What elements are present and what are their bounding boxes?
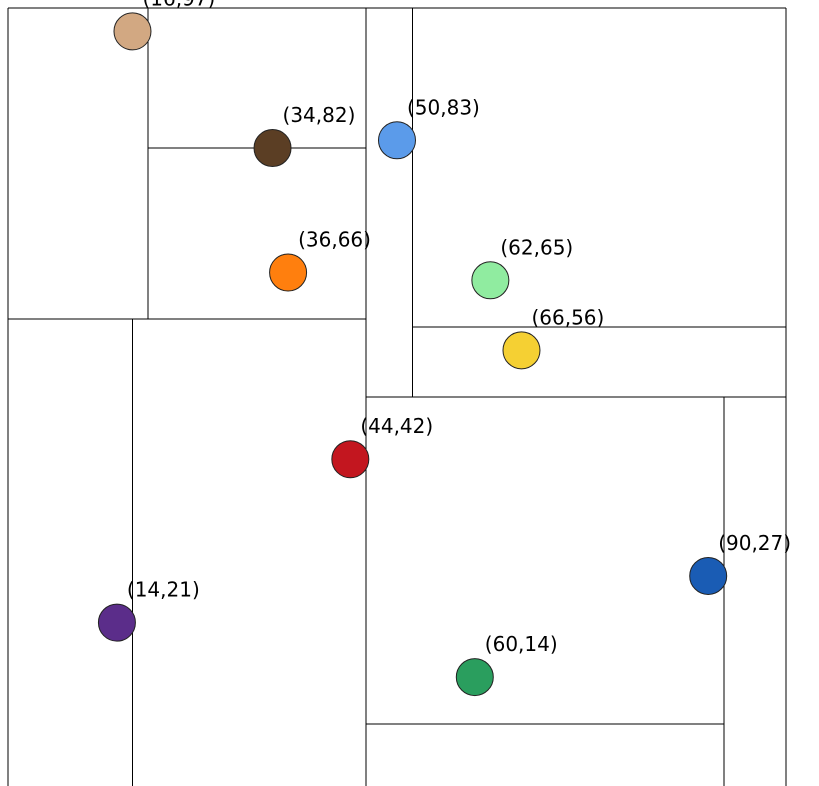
- point-label: (66,56): [531, 305, 604, 329]
- point-marker: [97, 603, 136, 642]
- point-marker: [253, 129, 292, 168]
- point-label: (60,14): [485, 632, 558, 656]
- point-marker: [455, 658, 494, 697]
- point-marker: [689, 556, 728, 595]
- partition-lines: [7, 7, 787, 786]
- point-marker: [331, 440, 370, 479]
- point-marker: [378, 121, 416, 160]
- point-label: (16,97): [142, 0, 215, 10]
- point-labels: (50,83) (36,66) (16,97) (34,82) (14,21) (66,5…: [127, 0, 791, 656]
- point-label: (44,42): [360, 414, 433, 438]
- data-points: [97, 12, 728, 697]
- point-label: (36,66): [298, 228, 371, 252]
- point-label: (90,27): [718, 531, 791, 555]
- point-label: (62,65): [500, 235, 573, 259]
- point-marker: [113, 12, 152, 51]
- point-marker: [502, 331, 541, 370]
- point-label: (14,21): [127, 578, 200, 602]
- point-label: (50,83): [407, 95, 480, 119]
- point-marker: [269, 253, 308, 292]
- point-label: (34,82): [283, 103, 356, 127]
- point-marker: [471, 261, 510, 300]
